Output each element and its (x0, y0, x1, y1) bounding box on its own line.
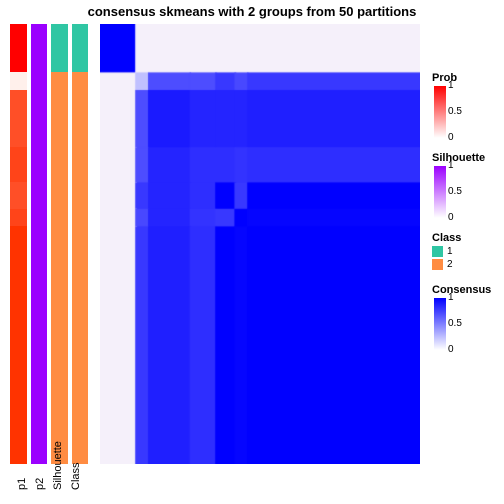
legend-tick: 0 (448, 213, 454, 223)
legend-tick: 0.5 (448, 107, 462, 117)
annot-segment (51, 182, 68, 208)
legend-consensus: Consensus 10.50 (432, 284, 500, 350)
annot-segment (10, 24, 27, 72)
legend-class-items: 12 (432, 246, 500, 270)
annot-col-p1 (10, 24, 27, 464)
annot-segment (72, 72, 89, 90)
legend-tick: 1 (448, 161, 454, 171)
swatch-icon (432, 246, 443, 257)
annot-segment (72, 209, 89, 227)
plot-area: p1 p2 Silhouette Class (10, 24, 420, 464)
annot-segment (72, 90, 89, 147)
legend-consensus-bar: 10.50 (434, 298, 446, 350)
legend-tick: 1 (448, 81, 454, 91)
consensus-heatmap (100, 24, 420, 464)
legend-prob: Prob 10.50 (432, 72, 500, 138)
col-label-silhouette: Silhouette (52, 441, 64, 490)
legend-silhouette-title: Silhouette (432, 152, 500, 164)
annot-segment (51, 147, 68, 182)
legend-tick: 1 (448, 293, 454, 303)
annot-segment (72, 24, 89, 72)
annot-segment (10, 90, 27, 147)
annot-segment (31, 226, 48, 464)
legend-tick: 0.5 (448, 187, 462, 197)
annot-segment (72, 226, 89, 464)
annot-segment (31, 90, 48, 147)
legend-class: Class 12 (432, 232, 500, 270)
chart-title: consensus skmeans with 2 groups from 50 … (0, 4, 504, 19)
legend-consensus-title: Consensus (432, 284, 500, 296)
annot-segment (72, 147, 89, 182)
annot-col-class (72, 24, 89, 464)
legend-tick: 0.5 (448, 319, 462, 329)
legend-prob-bar: 10.50 (434, 86, 446, 138)
legend-class-title: Class (432, 232, 500, 244)
col-label-p2: p2 (34, 478, 46, 490)
annot-segment (31, 147, 48, 182)
annot-segment (31, 182, 48, 208)
legend-tick: 0 (448, 133, 454, 143)
annot-segment (51, 90, 68, 147)
legend-prob-title: Prob (432, 72, 500, 84)
col-label-p1: p1 (16, 478, 28, 490)
annot-segment (51, 226, 68, 464)
annot-segment (51, 209, 68, 227)
annot-segment (31, 209, 48, 227)
legend-class-label: 1 (447, 246, 453, 257)
annot-segment (10, 72, 27, 90)
annot-segment (31, 24, 48, 72)
legend-class-label: 2 (447, 259, 453, 270)
annot-segment (51, 24, 68, 72)
annotation-columns (10, 24, 88, 464)
legend-class-item: 1 (432, 246, 500, 257)
annot-segment (10, 182, 27, 208)
annot-col-p2 (31, 24, 48, 464)
legend-silhouette-bar: 10.50 (434, 166, 446, 218)
annot-col-silhouette (51, 24, 68, 464)
legend-tick: 0 (448, 345, 454, 355)
legend-class-item: 2 (432, 259, 500, 270)
annot-segment (10, 226, 27, 464)
annot-segment (31, 72, 48, 90)
legend-silhouette: Silhouette 10.50 (432, 152, 500, 218)
swatch-icon (432, 259, 443, 270)
annot-segment (51, 72, 68, 90)
legends: Prob 10.50 Silhouette 10.50 Class 12 Con… (432, 72, 500, 364)
annot-segment (10, 147, 27, 182)
annot-segment (10, 209, 27, 227)
annot-segment (72, 182, 89, 208)
col-label-class: Class (70, 462, 82, 490)
